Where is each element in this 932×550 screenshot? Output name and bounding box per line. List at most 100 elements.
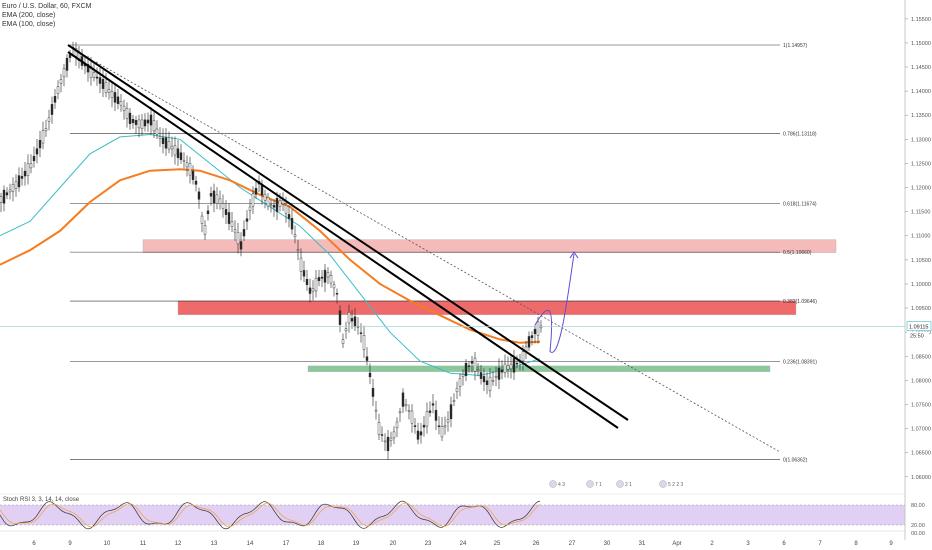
trendline-lower [67, 51, 619, 429]
candle-body [119, 101, 123, 106]
zones-layer [142, 239, 837, 372]
time-tick-label: 7 [818, 541, 822, 547]
candle-body [449, 404, 453, 420]
candle-body [98, 77, 102, 84]
candle-body [251, 193, 255, 207]
candle-body [353, 316, 357, 328]
price-tick-label: 1.08000 [911, 378, 931, 384]
candle-body [26, 163, 30, 176]
candle-body [173, 145, 177, 156]
candle-body [293, 234, 297, 237]
time-tick-label: 30 [604, 541, 611, 547]
candle-body [221, 203, 225, 209]
candle-body [47, 117, 51, 122]
candle-body [422, 424, 426, 428]
candle-body [224, 209, 228, 215]
candle-body [116, 96, 120, 104]
candle-body [8, 189, 12, 193]
oscillator-pane: 80.00 20.00 00.00 [0, 493, 925, 537]
candle-body [428, 410, 432, 413]
fib-label-1: 1(1.14957) [783, 43, 808, 49]
candle-body [158, 136, 162, 139]
candle-body [326, 272, 330, 278]
fib-label-0.236: 0.236(1.08391) [783, 360, 817, 366]
candle-body [128, 112, 132, 124]
candle-body [20, 176, 24, 179]
fib-layer: 1(1.14957) 0.786(1.13118) 0.618(1.11674) 0.… [70, 43, 817, 463]
candle-body [440, 426, 444, 438]
candle-body [239, 241, 243, 250]
candle-body [437, 425, 441, 427]
fib-label-0.618: 0.618(1.11674) [783, 201, 817, 207]
candle-body [329, 275, 333, 284]
price-tick-label: 1.10500 [911, 258, 931, 264]
candle-body [65, 57, 69, 71]
candle-body [467, 365, 471, 367]
candle-body [344, 328, 348, 332]
candle-body [101, 78, 105, 89]
candle-body [461, 374, 465, 378]
time-tick-label: 18 [318, 541, 325, 547]
candle-body [455, 387, 459, 393]
candle-body [41, 130, 45, 144]
candle-body [86, 64, 90, 73]
candle-body [407, 410, 411, 412]
candle-body [392, 431, 396, 439]
event-flag-icon [586, 480, 594, 488]
candle-body [485, 380, 489, 385]
candle-body [410, 410, 414, 424]
projection-arrowhead [569, 251, 579, 259]
candle-body [464, 363, 468, 376]
candle-body [335, 293, 339, 295]
event-label: 2 1 [625, 482, 632, 488]
candle-body [44, 128, 48, 132]
time-tick-label: 8 [854, 541, 858, 547]
candle-body [50, 104, 54, 115]
candle-body [512, 358, 516, 373]
time-tick-label: 2 [710, 541, 714, 547]
candle-body [509, 363, 513, 370]
time-tick-label: 9 [889, 541, 893, 547]
candle-body [23, 170, 27, 177]
candle-body [536, 321, 540, 336]
price-tick-label: 1.06500 [911, 451, 931, 457]
price-tick-label: 1.06000 [911, 475, 931, 481]
candle-body [140, 119, 144, 130]
time-tick-label: 6 [32, 541, 36, 547]
candle-body [323, 269, 327, 283]
candle-body [377, 422, 381, 435]
candle-body [161, 137, 165, 144]
candle-body [2, 189, 6, 204]
candle-body [383, 440, 387, 443]
candle-body [14, 181, 18, 189]
price-tick-label: 1.11000 [911, 234, 930, 240]
event-label: 7 1 [595, 482, 602, 488]
upper-zone [142, 239, 837, 253]
candle-body [137, 119, 141, 129]
candle-body [431, 403, 435, 406]
price-tick-label: 1.10000 [911, 282, 931, 288]
candle-body [332, 284, 336, 289]
candle-body [29, 163, 33, 169]
event-label: 4 3 [558, 482, 565, 488]
candle-body [284, 204, 288, 214]
candle-body [398, 411, 402, 414]
fib-label-0.382: 0.382(1.09646) [783, 299, 817, 305]
candle-body [290, 217, 294, 230]
candle-body [371, 388, 375, 397]
candle-body [230, 221, 234, 227]
time-tick-label: 27 [569, 541, 576, 547]
candle-body [473, 357, 477, 372]
legend-symbol: Euro / U.S. Dollar, 60, FXCM [2, 3, 92, 10]
candle-body [521, 351, 525, 362]
candle-body [218, 198, 222, 204]
candle-body [11, 184, 15, 192]
candle-body [89, 65, 93, 78]
middle-zone [177, 300, 797, 316]
chart-legend: Euro / U.S. Dollar, 60, FXCM EMA (200, c… [2, 2, 91, 29]
time-tick-label: 26 [533, 541, 540, 547]
candle-body [506, 365, 510, 370]
price-tick-label: 1.07500 [911, 402, 931, 408]
price-tick-label: 1.08500 [911, 354, 931, 360]
